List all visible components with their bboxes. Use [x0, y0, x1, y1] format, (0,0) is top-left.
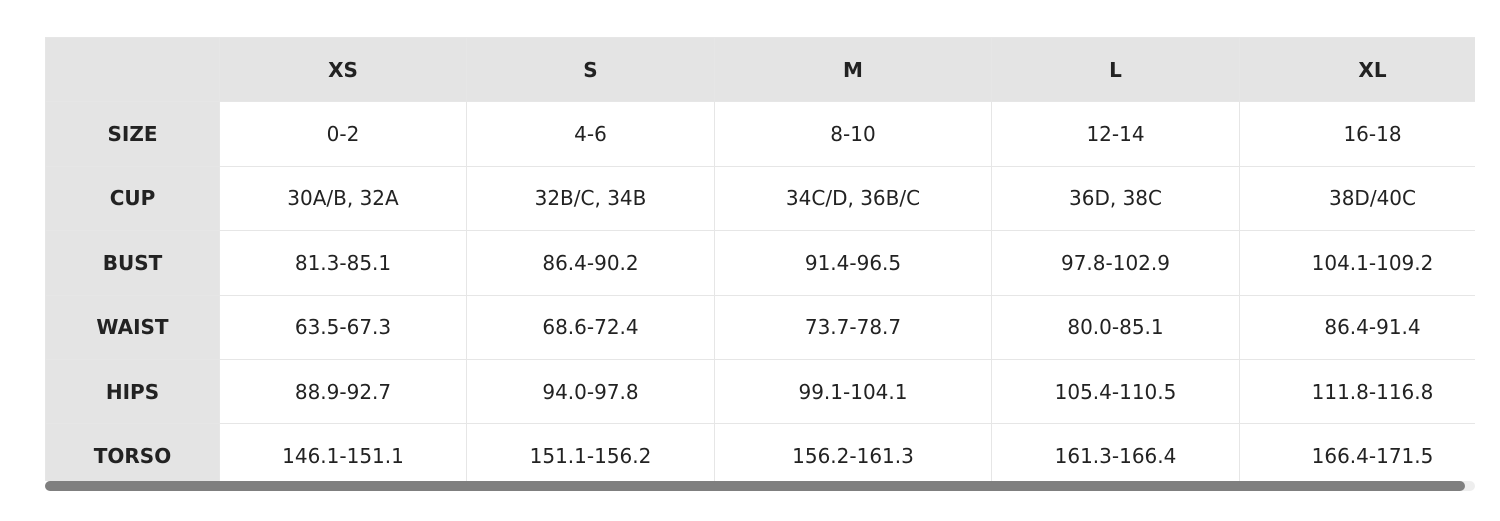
table-cell: 146.1-151.1	[219, 423, 467, 481]
scrollbar-thumb[interactable]	[45, 481, 1465, 491]
scrollbar-track[interactable]	[45, 481, 1475, 491]
table-cell: 68.6-72.4	[466, 294, 715, 360]
table-cell: 8-10	[714, 101, 992, 167]
row-label: SIZE	[45, 101, 220, 167]
table-body: SIZE 0-2 4-6 8-10 12-14 16-18 CUP 30A/B, 32A 32B…	[45, 101, 1475, 481]
column-header: S	[466, 37, 715, 103]
table-cell: 94.0-97.8	[466, 358, 715, 425]
table-row: BUST 81.3-85.1 86.4-90.2 91.4-96.5 97.8-102.…	[45, 230, 1475, 296]
table-cell: 73.7-78.7	[714, 294, 992, 360]
row-label: TORSO	[45, 423, 220, 481]
column-header: XS	[219, 37, 467, 103]
table-cell: 16-18	[1239, 101, 1475, 167]
column-header: L	[991, 37, 1240, 103]
table-cell: 166.4-171.5	[1239, 423, 1475, 481]
table-row: SIZE 0-2 4-6 8-10 12-14 16-18	[45, 101, 1475, 167]
table-cell: 80.0-85.1	[991, 294, 1240, 360]
table-cell: 36D, 38C	[991, 165, 1240, 232]
table-cell: 4-6	[466, 101, 715, 167]
table-cell: 111.8-116.8	[1239, 358, 1475, 425]
table-cell: 91.4-96.5	[714, 230, 992, 296]
table-cell: 105.4-110.5	[991, 358, 1240, 425]
table-cell: 97.8-102.9	[991, 230, 1240, 296]
row-label: WAIST	[45, 294, 220, 360]
table-cell: 38D/40C	[1239, 165, 1475, 232]
table-cell: 156.2-161.3	[714, 423, 992, 481]
column-header: XL	[1239, 37, 1475, 103]
table-row: HIPS 88.9-92.7 94.0-97.8 99.1-104.1 105.4-11…	[45, 358, 1475, 425]
table-cell: 34C/D, 36B/C	[714, 165, 992, 232]
row-label: CUP	[45, 165, 220, 232]
column-header: M	[714, 37, 992, 103]
size-table-wrap: XS S M L XL SIZE 0-2 4-6 8-10 12-14 16-18 CUP 30A/B…	[45, 37, 1475, 481]
table-cell: 99.1-104.1	[714, 358, 992, 425]
table-cell: 104.1-109.2	[1239, 230, 1475, 296]
table-cell: 86.4-90.2	[466, 230, 715, 296]
table-cell: 81.3-85.1	[219, 230, 467, 296]
size-table: XS S M L XL SIZE 0-2 4-6 8-10 12-14 16-18 CUP 30A/B…	[45, 37, 1475, 481]
table-row: TORSO 146.1-151.1 151.1-156.2 156.2-161.3 16…	[45, 423, 1475, 481]
header-row: XS S M L XL	[45, 37, 1475, 103]
corner-cell	[45, 37, 220, 103]
table-cell: 88.9-92.7	[219, 358, 467, 425]
table-cell: 30A/B, 32A	[219, 165, 467, 232]
table-cell: 12-14	[991, 101, 1240, 167]
table-row: CUP 30A/B, 32A 32B/C, 34B 34C/D, 36B/C 36D, …	[45, 165, 1475, 232]
table-cell: 63.5-67.3	[219, 294, 467, 360]
table-row: WAIST 63.5-67.3 68.6-72.4 73.7-78.7 80.0-85.…	[45, 294, 1475, 360]
table-cell: 161.3-166.4	[991, 423, 1240, 481]
table-cell: 86.4-91.4	[1239, 294, 1475, 360]
table-cell: 151.1-156.2	[466, 423, 715, 481]
table-cell: 0-2	[219, 101, 467, 167]
row-label: HIPS	[45, 358, 220, 425]
table-cell: 32B/C, 34B	[466, 165, 715, 232]
row-label: BUST	[45, 230, 220, 296]
